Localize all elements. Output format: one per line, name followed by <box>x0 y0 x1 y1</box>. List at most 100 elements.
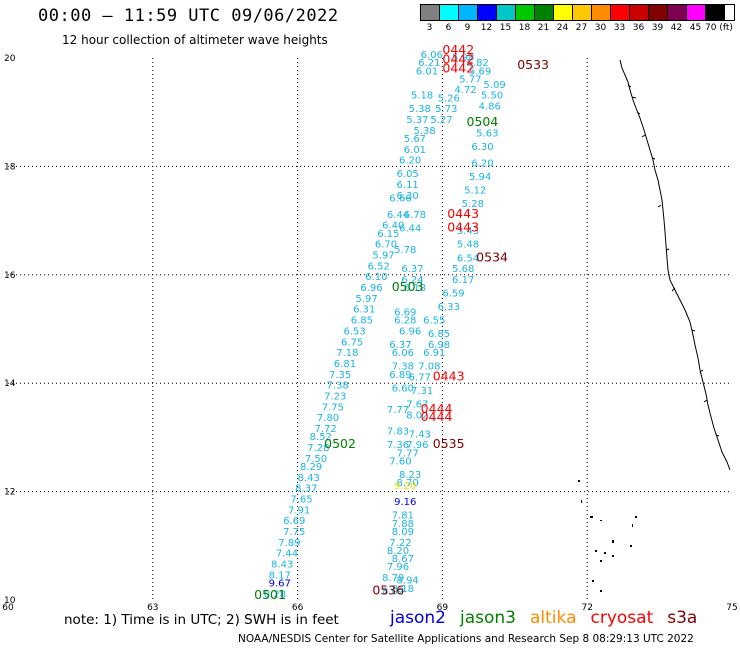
wave-height-value: 8.02 <box>406 410 428 421</box>
wave-height-value: 6.30 <box>397 191 419 202</box>
legend-labels: 3 6 9 12 15 18 21 24 27 30 33 36 39 42 45 70 (ft) <box>420 23 735 33</box>
wave-height-value: 6.37 <box>389 340 411 351</box>
legend-swatch <box>649 5 668 20</box>
pass-time-label: 0442 <box>442 42 474 57</box>
pass-time-label: 0443 <box>447 219 479 234</box>
wave-height-value: 6.81 <box>334 359 356 370</box>
satellite-label-cryosat: cryosat <box>590 608 654 628</box>
wave-height-value: 6.17 <box>452 275 474 286</box>
legend-label: 45 <box>689 23 702 33</box>
legend-label: 36 <box>632 23 645 33</box>
legend-label: 3 <box>426 23 433 33</box>
latitude-tick-label: 10 <box>4 596 16 606</box>
wave-height-value: 6.44 <box>387 210 409 221</box>
latitude-tick-label: 16 <box>4 271 16 281</box>
legend-swatch <box>630 5 649 20</box>
longitude-tick-label: 60 <box>2 603 14 613</box>
coastline <box>578 59 731 592</box>
wave-height-value: 8.17 <box>269 570 291 581</box>
wave-height-value: 7.75 <box>322 402 344 413</box>
wave-height-value: 6.96 <box>360 283 382 294</box>
pass-time-label: 0444 <box>421 401 453 416</box>
wave-height-value: 6.18 <box>404 283 426 294</box>
wave-height-value: 7.22 <box>389 538 411 549</box>
latitude-tick-label: 12 <box>4 488 15 498</box>
wave-height-value: 7.77 <box>397 448 419 459</box>
legend-label: 12 <box>480 23 493 33</box>
wave-height-value: 7.72 <box>314 424 336 435</box>
wave-height-value: 6.30 <box>471 142 493 153</box>
legend-swatch <box>592 5 611 20</box>
legend-label: 18 <box>518 23 531 33</box>
wave-height-value: 5.73 <box>435 104 457 115</box>
legend-label: 42 <box>670 23 683 33</box>
wave-height-value: 6.20 <box>399 156 421 167</box>
legend-label: 27 <box>575 23 588 33</box>
wave-height-value: 7.81 <box>392 511 414 522</box>
wave-height-value: 5.69 <box>469 66 491 77</box>
wave-height-value: 7.60 <box>389 457 411 468</box>
page-title: 00:00 – 11:59 UTC 09/06/2022 <box>38 6 339 26</box>
legend-swatch <box>668 5 687 20</box>
legend-label: 30 <box>594 23 607 33</box>
wave-height-value: 5.38 <box>409 104 431 115</box>
wave-height-value: 8.94 <box>397 576 419 587</box>
wave-height-value: 7.18 <box>336 348 358 359</box>
satellite-label-jason3: jason3 <box>460 608 516 628</box>
latitude-tick-label: 20 <box>4 54 16 64</box>
wave-height-value: 8.09 <box>392 527 414 538</box>
legend-swatch <box>497 5 516 20</box>
wave-height-value: 6.40 <box>382 221 404 232</box>
map-grid: 60 63 66 69 72 75 10 12 14 16 18 20 <box>2 54 737 613</box>
wave-height-value: 7.36 <box>387 440 409 451</box>
page-subtitle: 12 hour collection of altimeter wave hei… <box>62 33 328 47</box>
wave-height-value: 7.31 <box>411 386 433 397</box>
wave-height-value: 6.15 <box>377 229 399 240</box>
wave-height-value: 6.06 <box>421 50 443 61</box>
legend-label: 70 (ft) <box>705 23 733 33</box>
wave-height-value: 5.27 <box>430 115 452 126</box>
wave-height-value: 6.01 <box>404 145 426 156</box>
wave-height-value: 5.12 <box>464 186 486 197</box>
wave-height-value: 7.38 <box>392 362 414 373</box>
coastline-inlets <box>627 84 720 437</box>
wave-height-value: 8.67 <box>392 554 414 565</box>
wave-height-value: 6.24 <box>401 275 423 286</box>
wave-height-value: 7.44 <box>276 549 298 560</box>
wave-height-value: 4.72 <box>454 85 476 96</box>
wave-height-value: 8.20 <box>387 546 409 557</box>
pass-time-label: 0501 <box>254 587 286 602</box>
wave-height-value: 6.77 <box>409 372 431 383</box>
wave-height-value: 5.43 <box>457 226 479 237</box>
wave-height-value: 7.35 <box>329 370 351 381</box>
wave-height-value: 6.06 <box>392 348 414 359</box>
legend-swatch <box>421 5 440 20</box>
wave-height-value: 8.29 <box>300 462 322 473</box>
wave-height-value: 6.69 <box>283 516 305 527</box>
longitude-tick-label: 72 <box>581 603 592 613</box>
wave-height-value: 6.55 <box>423 316 445 327</box>
wave-height-value: 7.65 <box>290 494 312 505</box>
wave-height-value: 7.38 <box>327 381 349 392</box>
wave-height-value: 7.75 <box>283 527 305 538</box>
wave-height-value: 5.67 <box>404 134 426 145</box>
wave-height-value: 6.89 <box>389 370 411 381</box>
wave-height-value: 7.43 <box>409 429 431 440</box>
wave-height-value: 5.98 <box>452 53 474 64</box>
wave-height-value: 8.43 <box>271 559 293 570</box>
wave-height-value-highlight: 9.20 <box>394 481 416 492</box>
pass-time-label: 0536 <box>372 583 404 598</box>
wave-height-value: 5.37 <box>406 115 428 126</box>
wave-height-value: 4.86 <box>479 101 501 112</box>
wave-height-value: 5.94 <box>469 172 491 183</box>
wave-height-value: 6.10 <box>365 272 387 283</box>
wave-height-value: 6.96 <box>399 326 421 337</box>
satellite-label-s3a: s3a <box>667 608 698 628</box>
map-frame <box>8 58 732 600</box>
wave-height-value: 6.69 <box>394 307 416 318</box>
wave-height-value: 8.28 <box>264 589 286 600</box>
wave-height-value: 7.91 <box>288 505 310 516</box>
pass-time-label: 0535 <box>433 436 465 451</box>
